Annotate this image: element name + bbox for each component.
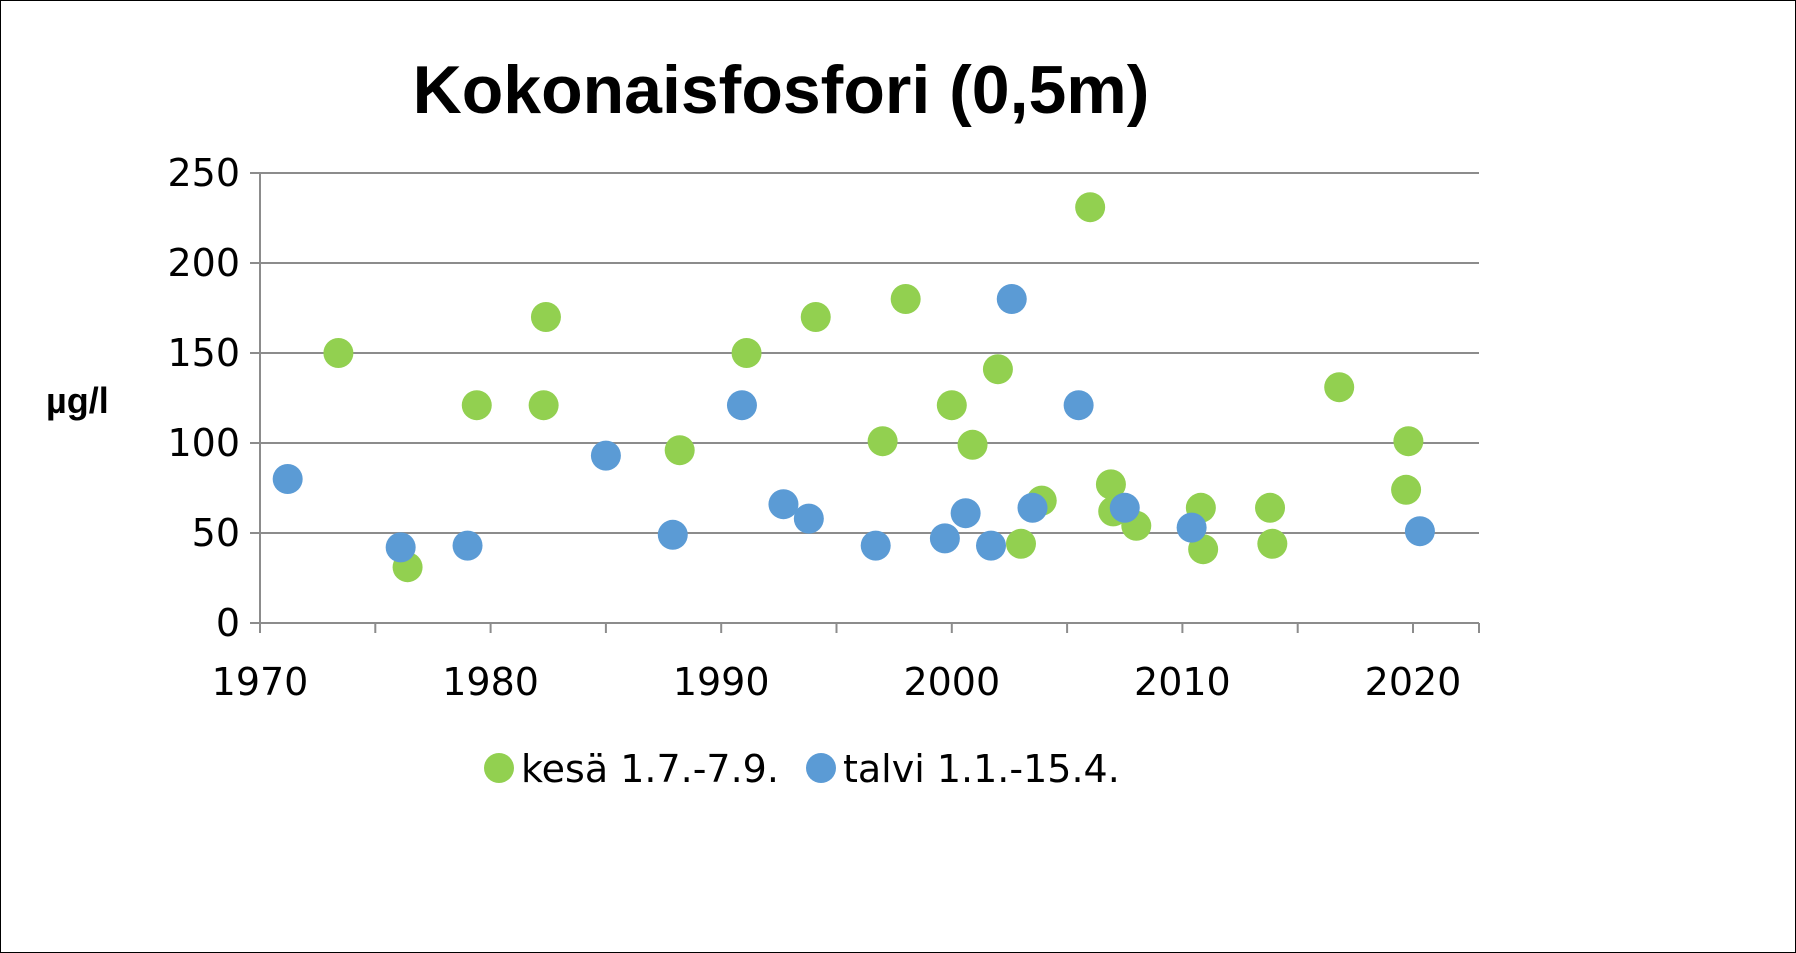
data-point-kesa [1005, 528, 1036, 559]
data-point-talvi [385, 532, 416, 563]
x-tick-label: 1970 [212, 660, 309, 704]
data-point-kesa [1393, 426, 1424, 457]
data-point-talvi [1109, 492, 1140, 523]
y-tick-label: 50 [192, 511, 240, 555]
data-point-talvi [950, 498, 981, 529]
data-point-talvi [860, 530, 891, 561]
legend-marker [806, 753, 836, 783]
data-point-kesa [1075, 192, 1106, 223]
data-point-kesa [461, 390, 492, 421]
x-tick-label: 2000 [903, 660, 1000, 704]
data-point-kesa [1257, 528, 1288, 559]
data-point-kesa [323, 338, 354, 368]
data-point-talvi [726, 390, 757, 421]
y-tick-label: 200 [167, 241, 240, 285]
y-axis-label: µg/l [46, 380, 109, 421]
data-point-kesa [1255, 492, 1286, 523]
data-point-kesa [936, 390, 967, 421]
data-point-talvi [768, 489, 799, 520]
data-point-talvi [1063, 390, 1094, 421]
x-tick-label: 2020 [1365, 660, 1462, 704]
data-point-kesa [1324, 372, 1355, 403]
data-point-kesa [731, 338, 762, 368]
data-point-talvi [793, 503, 824, 534]
legend-marker [484, 753, 514, 783]
data-point-talvi [929, 523, 960, 554]
legend-label: kesä 1.7.-7.9. [521, 747, 779, 791]
data-point-talvi [1404, 516, 1435, 547]
data-point-talvi [452, 530, 483, 561]
legend: kesä 1.7.-7.9. talvi 1.1.-15.4. [484, 747, 1120, 791]
data-point-talvi [1017, 492, 1048, 523]
axes: 0 50 100 150 200 250 1970 1980 1990 2000 2010 2020 [167, 151, 1480, 704]
y-tick-label: 0 [216, 601, 240, 645]
y-tick-label: 100 [167, 421, 240, 465]
data-point-talvi [1176, 512, 1207, 543]
data-point-kesa [1391, 474, 1422, 505]
data-point-kesa [530, 302, 561, 332]
y-tick-label: 150 [167, 331, 240, 375]
y-tick-label: 250 [167, 151, 240, 195]
data-point-talvi [272, 464, 303, 494]
data-point-talvi [996, 284, 1027, 314]
data-point-talvi [590, 440, 621, 471]
data-point-kesa [800, 302, 831, 332]
legend-label: talvi 1.1.-15.4. [843, 747, 1120, 791]
data-point-talvi [976, 530, 1007, 561]
data-point-kesa [1095, 469, 1126, 500]
data-point-kesa [528, 390, 559, 421]
x-tick-label: 2010 [1134, 660, 1231, 704]
data-point-kesa [664, 435, 695, 466]
data-points [272, 192, 1435, 583]
x-tick-label: 1980 [442, 660, 539, 704]
data-point-kesa [867, 426, 898, 457]
chart-title: Kokonaisfosfori (0,5m) [413, 52, 1150, 128]
data-point-kesa [890, 284, 921, 314]
data-point-kesa [982, 354, 1013, 385]
data-point-kesa [957, 429, 988, 460]
x-tick-label: 1990 [673, 660, 770, 704]
gridlines [260, 172, 1479, 534]
data-point-talvi [657, 519, 688, 550]
